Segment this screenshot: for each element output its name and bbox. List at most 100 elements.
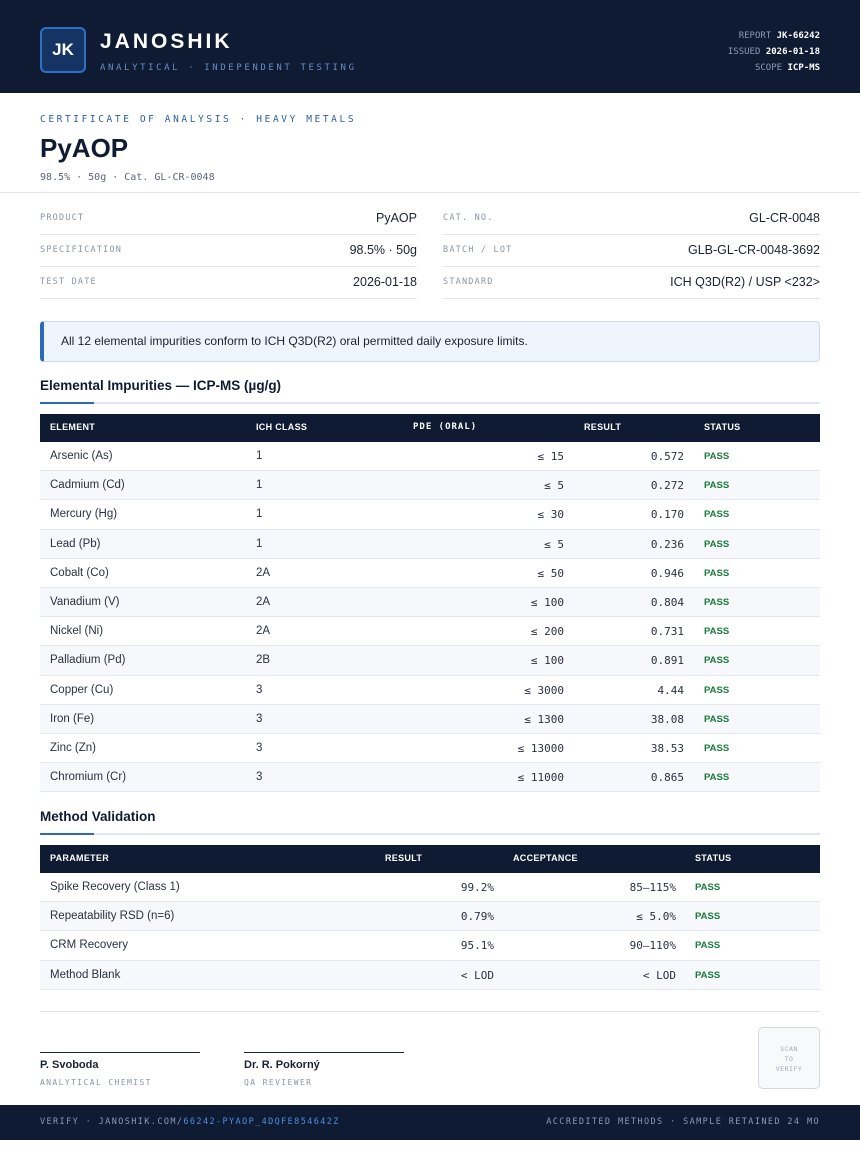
- parameter-cell: Method Blank: [50, 968, 121, 981]
- status-badge: PASS: [695, 882, 721, 893]
- result-cell: 0.272: [650, 479, 684, 493]
- ich-class-cell: 3: [256, 741, 263, 754]
- pde-cell: ≤ 50: [537, 566, 565, 580]
- status-badge: PASS: [704, 451, 730, 462]
- pde-cell: ≤ 11000: [517, 771, 564, 785]
- ich-class-cell: 1: [256, 508, 263, 521]
- ich-class-cell: 2A: [256, 595, 271, 608]
- page-title: PyAOP: [40, 133, 129, 163]
- element-cell: Nickel (Ni): [50, 625, 104, 638]
- table-body: Arsenic (As) 1 ≤ 15 0.572 PASS Cadmium (Cd) 1 ≤…: [40, 442, 820, 793]
- ich-class-cell: 2A: [256, 566, 271, 579]
- verify-qr-placeholder[interactable]: SCAN TO VERIFY: [758, 1027, 820, 1089]
- signature-line: [244, 1052, 404, 1053]
- status-badge: PASS: [704, 713, 730, 725]
- document-type: CERTIFICATE OF ANALYSIS · HEAVY METALS: [40, 114, 357, 125]
- info-value: PyAOP: [376, 211, 417, 225]
- element-cell: Mercury (Hg): [50, 508, 118, 521]
- validation-title: Method Validation: [40, 809, 156, 824]
- status-badge: PASS: [695, 969, 721, 981]
- signature-line: [40, 1052, 200, 1053]
- logo: JK: [40, 27, 86, 73]
- pde-cell: ≤ 1300: [524, 712, 564, 726]
- table-row: Zinc (Zn) 3 ≤ 13000 38.53 PASS: [40, 734, 820, 764]
- column-header: PARAMETER: [50, 853, 110, 863]
- element-cell: Lead (Pb): [50, 537, 101, 550]
- signature-divider: [40, 1011, 820, 1012]
- impurities-title: Elemental Impurities — ICP-MS (µg/g): [40, 378, 282, 393]
- acceptance-cell: 90–110%: [629, 939, 676, 953]
- column-header: STATUS: [704, 422, 741, 432]
- element-cell: Zinc (Zn): [50, 741, 96, 754]
- section-accent: [40, 402, 94, 404]
- result-cell: 0.731: [650, 625, 684, 639]
- status-badge: PASS: [704, 772, 730, 784]
- table-row: Nickel (Ni) 2A ≤ 200 0.731 PASS: [40, 617, 820, 647]
- result-cell: 38.08: [650, 712, 684, 726]
- scope-label: SCOPE: [754, 63, 783, 73]
- column-header: RESULT: [584, 422, 622, 432]
- result-cell: 0.79%: [460, 910, 494, 924]
- ich-class-cell: 1: [256, 450, 263, 462]
- element-cell: Vanadium (V): [50, 595, 120, 608]
- pde-cell: ≤ 200: [530, 625, 564, 639]
- info-value: 2026-01-18: [353, 275, 417, 289]
- column-header: PDE (ORAL): [413, 422, 478, 432]
- scope-value: ICP-MS: [787, 63, 820, 73]
- table-header: PARAMETER RESULT ACCEPTANCE STATUS: [40, 845, 820, 873]
- table-row: Method Blank < LOD < LOD PASS: [40, 960, 820, 990]
- column-header: STATUS: [695, 853, 732, 863]
- info-value: GLB-GL-CR-0048-3692: [687, 243, 820, 257]
- result-cell: 95.1%: [460, 939, 494, 953]
- element-cell: Chromium (Cr): [50, 771, 127, 784]
- signatory-role: QA REVIEWER: [244, 1078, 313, 1087]
- report-meta: REPORT JK-66242 ISSUED 2026-01-18 SCOPE …: [728, 28, 820, 76]
- ich-class-cell: 2B: [256, 654, 271, 667]
- verify-link[interactable]: 66242-PYAOP_4DQFE854642Z: [183, 1117, 340, 1127]
- result-cell: 0.946: [650, 566, 684, 580]
- column-header: ACCEPTANCE: [513, 853, 578, 863]
- acceptance-cell: ≤ 5.0%: [636, 910, 676, 924]
- result-cell: 99.2%: [460, 881, 494, 894]
- report-header: JK JANOSHIK ANALYTICAL · INDEPENDENT TES…: [0, 0, 860, 93]
- pde-cell: ≤ 100: [530, 654, 564, 668]
- info-value: 98.5% · 50g: [349, 243, 417, 257]
- table-row: Cadmium (Cd) 1 ≤ 5 0.272 PASS: [40, 471, 820, 501]
- pde-cell: ≤ 5: [544, 537, 564, 551]
- signatory-role: ANALYTICAL CHEMIST: [40, 1078, 152, 1087]
- table-row: Arsenic (As) 1 ≤ 15 0.572 PASS: [40, 442, 820, 472]
- status-badge: PASS: [704, 742, 730, 754]
- status-badge: PASS: [695, 911, 721, 923]
- qr-text: SCAN: [780, 1045, 798, 1053]
- status-badge: PASS: [704, 655, 730, 667]
- acceptance-cell: < LOD: [642, 968, 676, 982]
- info-label: TEST DATE: [40, 277, 97, 287]
- brand-tagline: ANALYTICAL · INDEPENDENT TESTING: [100, 63, 357, 73]
- result-cell: 38.53: [650, 741, 684, 755]
- info-row-test-date: TEST DATE 2026-01-18: [40, 267, 417, 299]
- conformance-notice: All 12 elemental impurities conform to I…: [40, 321, 820, 362]
- issued-label: ISSUED: [727, 47, 761, 57]
- info-label: SPECIFICATION: [40, 245, 123, 255]
- table-row: Mercury (Hg) 1 ≤ 30 0.170 PASS: [40, 500, 820, 530]
- section-rule: [40, 833, 820, 835]
- element-cell: Palladium (Pd): [50, 654, 126, 667]
- ich-class-cell: 3: [256, 683, 263, 696]
- report-label: REPORT: [738, 31, 772, 41]
- result-cell: 0.236: [650, 537, 684, 551]
- pde-cell: ≤ 15: [537, 450, 565, 463]
- report-number: JK-66242: [776, 31, 820, 41]
- ich-class-cell: 3: [256, 771, 263, 784]
- table-row: Palladium (Pd) 2B ≤ 100 0.891 PASS: [40, 646, 820, 676]
- info-label: BATCH / LOT: [443, 245, 513, 255]
- qr-text: VERIFY: [775, 1065, 803, 1073]
- pde-cell: ≤ 3000: [524, 683, 564, 697]
- info-row-specification: SPECIFICATION 98.5% · 50g: [40, 235, 417, 267]
- brand-name: JANOSHIK: [100, 30, 233, 53]
- section-accent: [40, 833, 94, 835]
- table-row: Spike Recovery (Class 1) 99.2% 85–115% PASS: [40, 873, 820, 903]
- signatory-name: P. Svoboda: [40, 1059, 99, 1071]
- status-badge: PASS: [704, 684, 730, 696]
- table-row: Repeatability RSD (n=6) 0.79% ≤ 5.0% PASS: [40, 902, 820, 932]
- info-row-standard: STANDARD ICH Q3D(R2) / USP <232>: [443, 267, 820, 299]
